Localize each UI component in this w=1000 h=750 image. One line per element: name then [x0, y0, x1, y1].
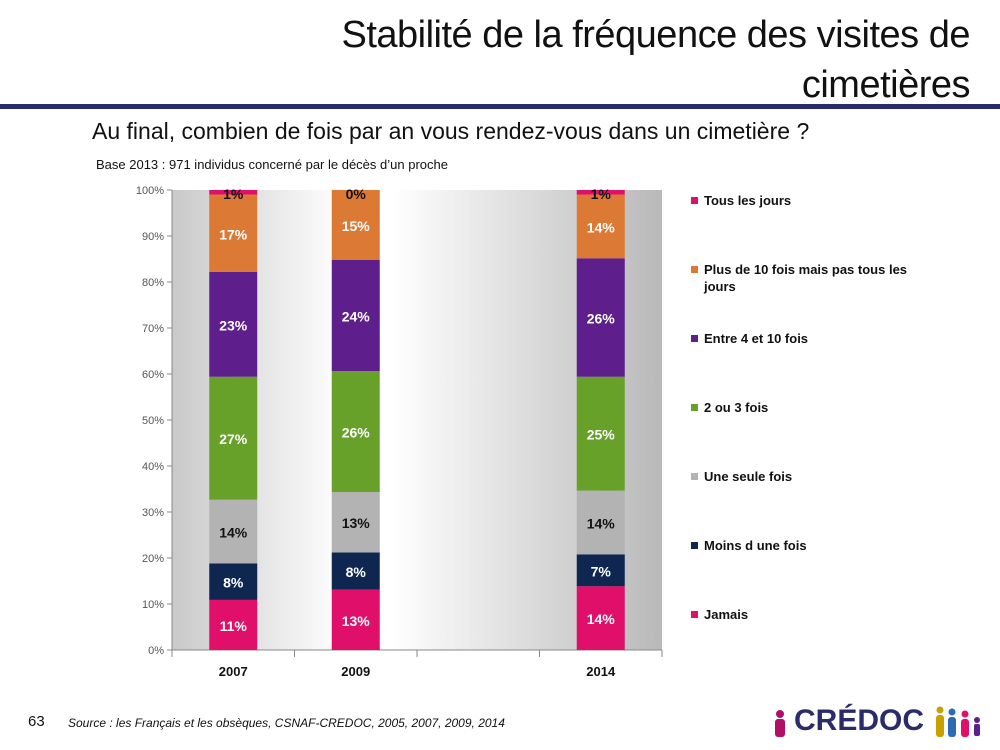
- legend-label: Entre 4 et 10 fois: [704, 331, 809, 346]
- logo-figures-icon: [775, 706, 980, 737]
- legend-swatch: [691, 542, 698, 549]
- bar-segment: [209, 271, 258, 377]
- legend-item: Moins d une fois: [688, 537, 938, 554]
- data-label: 13%: [342, 613, 371, 629]
- bar-segment: [209, 190, 258, 195]
- legend-item: Entre 4 et 10 fois: [688, 330, 938, 347]
- y-tick-label: 50%: [142, 415, 164, 427]
- bar-segment: [576, 190, 625, 195]
- data-label: 26%: [587, 311, 616, 327]
- data-label: 11%: [220, 618, 248, 634]
- legend-label: Une seule fois: [704, 469, 793, 484]
- source-note: Source : les Français et les obsèques, C…: [68, 716, 505, 730]
- data-label: 14%: [587, 611, 616, 627]
- data-label: 23%: [219, 317, 248, 333]
- credoc-logo: CRÉDOC: [768, 700, 988, 746]
- bar-segment: [576, 376, 625, 491]
- slide-title: Stabilité de la fréquence des visites de…: [341, 14, 970, 106]
- y-tick-label: 30%: [142, 507, 164, 519]
- data-label: 7%: [591, 563, 612, 579]
- legend-item: Plus de 10 fois mais pas tous les jours: [688, 261, 938, 295]
- bar-segment: [209, 563, 258, 600]
- legend-label: Tous les jours: [704, 193, 792, 208]
- legend-label: 2 ou 3 fois: [704, 400, 769, 415]
- data-label: 17%: [219, 226, 248, 242]
- y-tick-label: 70%: [142, 323, 164, 335]
- data-label: 13%: [342, 515, 371, 531]
- bar-segment: [576, 554, 625, 587]
- legend-swatch: [691, 404, 698, 411]
- bar-segment: [209, 376, 258, 500]
- data-label: 24%: [342, 308, 371, 324]
- legend-swatch: [691, 197, 698, 204]
- bar-segment: [331, 190, 380, 260]
- data-label: 14%: [587, 219, 616, 235]
- bar-segment: [331, 589, 380, 650]
- base-note: Base 2013 : 971 individus concerné par l…: [96, 157, 448, 172]
- legend-item: Jamais: [688, 606, 938, 623]
- bar-segment: [331, 371, 380, 493]
- bar-segment: [209, 599, 258, 650]
- bar-segment: [576, 586, 625, 650]
- y-tick-label: 40%: [142, 461, 164, 473]
- legend-item: Une seule fois: [688, 468, 938, 485]
- y-tick-label: 100%: [136, 185, 164, 197]
- data-label: 14%: [587, 515, 616, 531]
- legend-item: 2 ou 3 fois: [688, 399, 938, 416]
- data-label: 8%: [223, 575, 244, 591]
- legend-swatch: [691, 611, 698, 618]
- data-label: 26%: [342, 425, 371, 441]
- bar-segment: [209, 194, 258, 272]
- data-label: 1%: [591, 186, 612, 202]
- data-label: 25%: [587, 427, 616, 443]
- data-label: 14%: [219, 525, 248, 541]
- legend-label: Moins d une fois: [704, 538, 807, 553]
- legend-label: Jamais: [704, 607, 749, 622]
- bar-segment: [331, 552, 380, 590]
- logo-text: CRÉDOC: [794, 704, 925, 737]
- page-number: 63: [28, 713, 45, 730]
- legend-swatch: [691, 335, 698, 342]
- y-tick-label: 90%: [142, 231, 164, 243]
- bar-segment: [331, 259, 380, 372]
- bar-segment: [576, 490, 625, 555]
- survey-question: Au final, combien de fois par an vous re…: [92, 118, 810, 144]
- bar-segment: [576, 194, 625, 259]
- x-tick-label: 2009: [341, 664, 370, 679]
- data-label: 27%: [219, 431, 248, 447]
- bar-segment: [576, 258, 625, 377]
- y-tick-label: 60%: [142, 369, 164, 381]
- x-tick-label: 2007: [219, 664, 248, 679]
- data-label: 0%: [346, 186, 367, 202]
- y-tick-label: 10%: [142, 599, 164, 611]
- legend-item: Tous les jours: [688, 192, 938, 209]
- legend-swatch: [691, 473, 698, 480]
- y-tick-label: 80%: [142, 277, 164, 289]
- y-tick-label: 0%: [148, 645, 164, 657]
- data-label: 8%: [346, 564, 367, 580]
- legend-swatch: [691, 266, 698, 273]
- bar-segment: [209, 499, 258, 564]
- bar-segment: [331, 492, 380, 553]
- y-tick-label: 20%: [142, 553, 164, 565]
- title-divider: [0, 104, 1000, 109]
- legend-label: Plus de 10 fois mais pas tous les jours: [704, 262, 908, 294]
- data-label: 15%: [342, 218, 371, 234]
- x-tick-label: 2014: [586, 664, 616, 679]
- data-label: 1%: [223, 186, 244, 202]
